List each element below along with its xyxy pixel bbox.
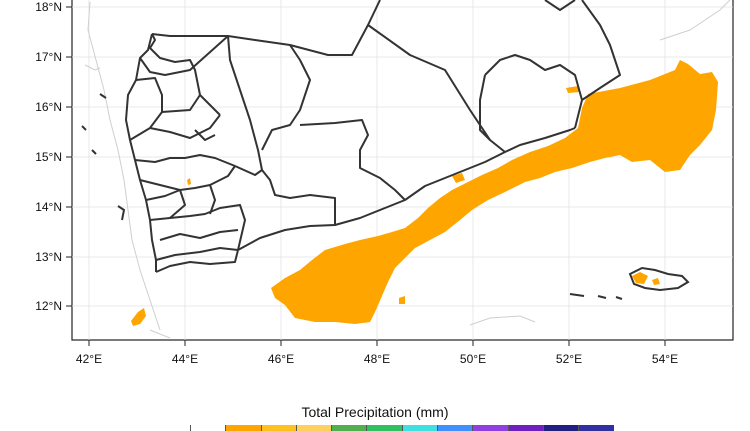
legend-color-cell	[542, 425, 579, 431]
precip-main-band	[271, 60, 718, 324]
lon-label: 48°E	[364, 352, 390, 366]
longitude-labels: 42°E 44°E 46°E 48°E 50°E 52°E 54°E	[76, 352, 678, 366]
legend-color-cell	[472, 425, 508, 431]
legend-color-cell	[437, 425, 473, 431]
legend-color-cell	[260, 425, 296, 431]
lon-label: 44°E	[172, 352, 198, 366]
plot-frame	[71, 0, 734, 341]
legend-color-cell	[295, 425, 332, 431]
admin-borders	[125, 0, 621, 273]
axis-ticks	[66, 6, 666, 346]
precip-socotra	[632, 272, 648, 284]
lat-label: 18°N	[35, 0, 62, 14]
graticule	[72, 0, 733, 340]
lon-label: 52°E	[556, 352, 582, 366]
legend-color-cell	[225, 425, 261, 431]
legend-color-cell	[366, 425, 402, 431]
legend-color-cell	[401, 425, 438, 431]
latitude-labels: 18°N 17°N 16°N 15°N 14°N 13°N 12°N	[35, 0, 62, 313]
precip-ne-spot	[566, 86, 580, 93]
lat-label: 13°N	[35, 250, 62, 264]
islands	[81, 93, 690, 300]
lon-label: 46°E	[268, 352, 294, 366]
lat-label: 15°N	[35, 150, 62, 164]
lat-label: 14°N	[35, 200, 62, 214]
legend-color-cell	[190, 425, 226, 431]
precip-small-spot	[399, 296, 405, 304]
socotra-outline	[628, 266, 690, 292]
legend-color-cell	[331, 425, 367, 431]
coastlines	[84, 0, 731, 339]
precip-inland-spot	[187, 178, 191, 185]
lat-label: 16°N	[35, 100, 62, 114]
precip-socotra-2	[652, 278, 660, 285]
legend-colorbar	[190, 425, 614, 431]
legend-color-cell	[578, 425, 614, 431]
precipitation-areas	[131, 60, 718, 326]
lon-label: 50°E	[460, 352, 486, 366]
lat-label: 12°N	[35, 299, 62, 313]
precip-island-west	[131, 308, 146, 326]
lon-label: 54°E	[652, 352, 678, 366]
legend-color-cell	[507, 425, 543, 431]
legend-title: Total Precipitation (mm)	[301, 404, 449, 420]
lon-label: 42°E	[76, 352, 102, 366]
precip-coast-spot	[452, 173, 465, 183]
lat-label: 17°N	[35, 50, 62, 64]
